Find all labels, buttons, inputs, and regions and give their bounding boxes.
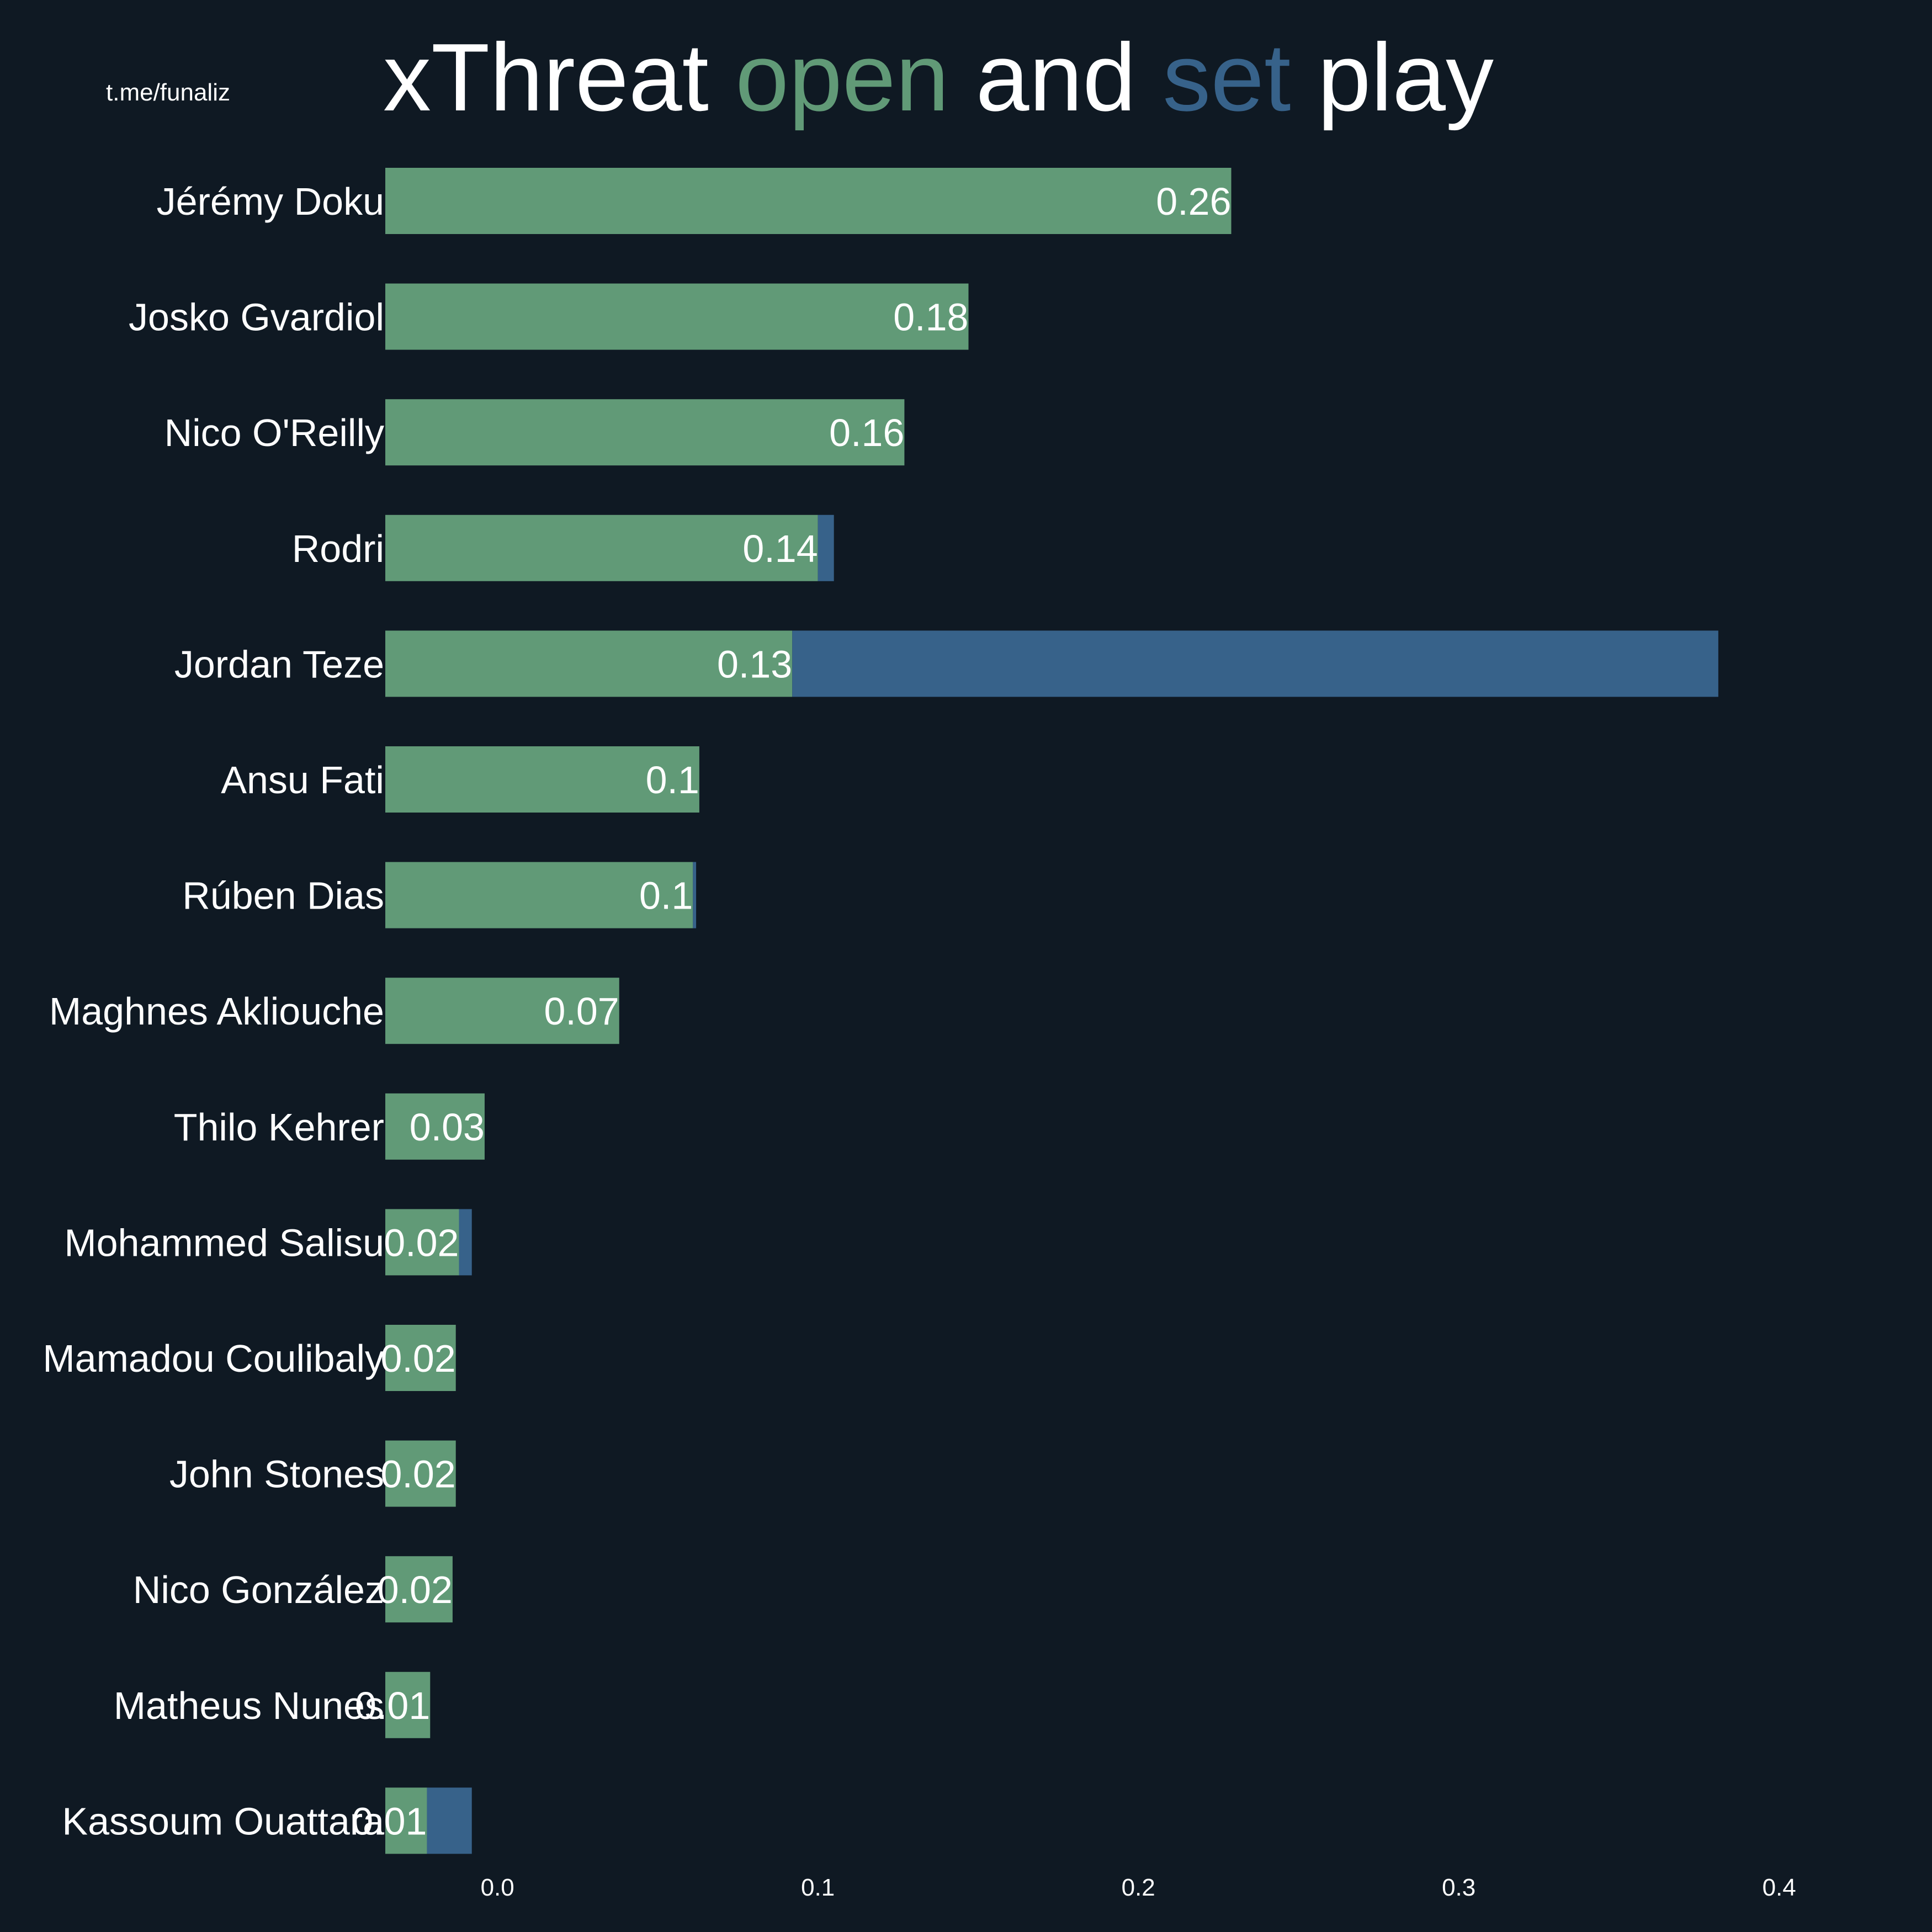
category-label: Maghnes Akliouche [49, 990, 384, 1033]
x-tick-label: 0.3 [1442, 1874, 1475, 1901]
x-tick-label: 0.2 [1122, 1874, 1155, 1901]
data-label: 0.14 [742, 527, 818, 570]
bar-open [385, 1440, 456, 1507]
bar-open [385, 746, 699, 813]
bar-open [385, 1325, 456, 1391]
bar-open [385, 1209, 459, 1276]
x-tick-label: 0.4 [1763, 1874, 1796, 1901]
category-label: Mamadou Coulibaly [43, 1337, 384, 1380]
x-tick-label: 0.1 [801, 1874, 835, 1901]
data-label: 0.16 [829, 411, 904, 454]
bar-open [385, 514, 818, 581]
category-label: Ansu Fati [221, 758, 384, 802]
bar-open [385, 630, 793, 697]
title-part-xthreat: xThreat [383, 23, 736, 131]
category-label: Matheus Nunes [114, 1684, 384, 1727]
category-label: Kassoum Ouattara [62, 1800, 384, 1843]
data-label: 0.26 [1156, 180, 1231, 223]
data-label: 0.03 [410, 1106, 485, 1149]
bar-open [385, 283, 969, 350]
bar-set [693, 862, 697, 928]
category-label: John Stones [169, 1453, 384, 1496]
category-label: Rúben Dias [182, 874, 384, 917]
data-label: 0.02 [378, 1568, 453, 1611]
data-label: 0.1 [639, 874, 693, 917]
bar-open [385, 1556, 453, 1623]
data-label: 0.02 [384, 1221, 459, 1264]
bar-open [385, 168, 1232, 234]
category-label: Josko Gvardiol [129, 296, 384, 339]
data-label: 0.1 [646, 758, 699, 802]
bar-open [385, 862, 693, 928]
data-label: 0.18 [893, 296, 968, 339]
bar-open [385, 978, 619, 1044]
data-label: 0.01 [355, 1684, 430, 1727]
data-label: 0.02 [380, 1453, 455, 1496]
bar-set [792, 630, 1718, 697]
title-part-set: set [1163, 23, 1291, 131]
bar-open [385, 1093, 485, 1160]
title-part-play: play [1291, 23, 1494, 131]
category-label: Nico González [133, 1568, 384, 1611]
bar-open [385, 1671, 431, 1738]
x-tick-label: 0.0 [481, 1874, 514, 1901]
data-label: 0.07 [544, 990, 619, 1033]
category-label: Mohammed Salisu [64, 1221, 384, 1264]
category-label: Thilo Kehrer [174, 1106, 384, 1149]
category-label: Jordan Teze [174, 643, 384, 686]
bar-set [427, 1787, 472, 1854]
bar-set [818, 514, 834, 581]
category-label: Nico O'Reilly [164, 411, 384, 454]
data-label: 0.13 [717, 643, 792, 686]
title-part-open: open [735, 23, 949, 131]
watermark: t.me/funaliz [106, 79, 230, 106]
title-part-and: and [949, 23, 1163, 131]
data-label: 0.01 [352, 1800, 427, 1843]
bar-open [385, 399, 905, 466]
chart-title: xThreat open and set play [0, 22, 1877, 132]
data-label: 0.02 [380, 1337, 455, 1380]
category-label: Rodri [292, 527, 384, 570]
category-label: Jérémy Doku [157, 180, 384, 223]
bar-open [385, 1787, 427, 1854]
bar-set [459, 1209, 472, 1276]
